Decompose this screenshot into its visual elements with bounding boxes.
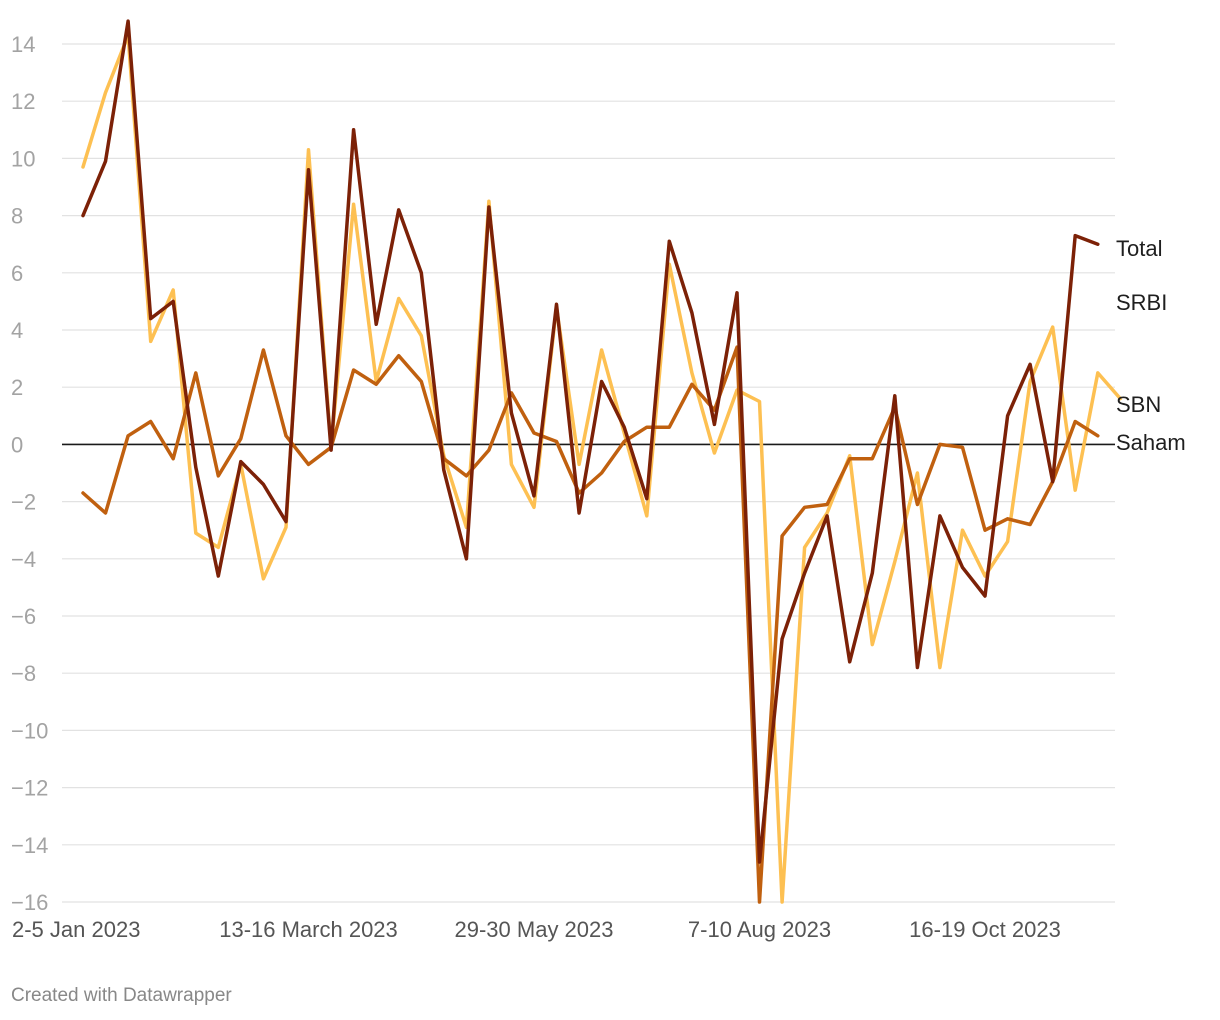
y-tick-label: −10 xyxy=(11,718,48,743)
y-tick-label: 10 xyxy=(11,146,35,171)
series-lines xyxy=(81,19,1123,904)
y-tick-label: 8 xyxy=(11,204,23,229)
end-label-saham: Saham xyxy=(1116,430,1186,455)
end-label-srbi: SRBI xyxy=(1116,290,1167,315)
x-tick-label: 16-19 Oct 2023 xyxy=(909,917,1061,942)
series-line-total xyxy=(81,19,1100,864)
end-label-sbn: SBN xyxy=(1116,392,1161,417)
x-tick-label: 13-16 March 2023 xyxy=(219,917,398,942)
y-tick-label: −6 xyxy=(11,604,36,629)
y-tick-label: 0 xyxy=(11,432,23,457)
series-line-saham xyxy=(81,345,1100,904)
y-tick-label: 4 xyxy=(11,318,23,343)
x-tick-label: 29-30 May 2023 xyxy=(455,917,614,942)
y-tick-label: −14 xyxy=(11,833,48,858)
y-axis-ticks: 14 12 10 8 6 4 2 0 −2 −4 −6 −8 −10 −12 −14 −16 xyxy=(11,32,48,915)
y-tick-label: −16 xyxy=(11,890,48,915)
line-chart: 14 12 10 8 6 4 2 0 −2 −4 −6 −8 −10 −12 −14 −16 2-5 Jan … xyxy=(11,19,1186,942)
end-label-total: Total xyxy=(1116,236,1162,261)
y-tick-label: −2 xyxy=(11,490,36,515)
series-end-labels: Total SRBI SBN Saham xyxy=(1116,236,1186,455)
credit-text: Created with Datawrapper xyxy=(11,985,232,1006)
y-tick-label: 6 xyxy=(11,261,23,286)
y-tick-label: 14 xyxy=(11,32,35,57)
x-axis-ticks: 2-5 Jan 2023 13-16 March 2023 29-30 May 20… xyxy=(12,917,1061,942)
grid-lines xyxy=(62,43,1115,903)
x-tick-label: 2-5 Jan 2023 xyxy=(12,917,140,942)
x-tick-label: 7-10 Aug 2023 xyxy=(688,917,831,942)
y-tick-label: −8 xyxy=(11,661,36,686)
y-tick-label: 12 xyxy=(11,89,35,114)
y-tick-label: 2 xyxy=(11,375,23,400)
y-tick-label: −12 xyxy=(11,776,48,801)
y-tick-label: −4 xyxy=(11,547,36,572)
series-line-sbn xyxy=(81,33,1123,904)
